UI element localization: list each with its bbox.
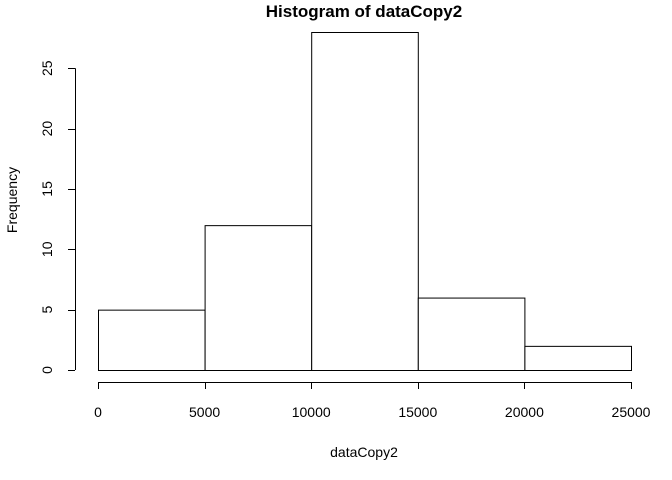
y-tick-label-4: 20 (39, 121, 55, 137)
histogram-bar-0 (98, 309, 206, 371)
histogram-bar-2 (311, 32, 419, 371)
histogram-bar-1 (204, 225, 313, 371)
x-tick-label-3: 15000 (398, 404, 437, 420)
y-axis-label: Frequency (4, 167, 20, 233)
y-tick-label-5: 25 (39, 60, 55, 76)
x-axis: 0 5000 10000 15000 20000 25000 (94, 382, 651, 420)
x-tick-label-1: 5000 (189, 404, 220, 420)
x-tick-label-5: 25000 (612, 404, 651, 420)
y-tick-label-1: 5 (39, 306, 55, 314)
x-tick-label-4: 20000 (505, 404, 544, 420)
y-tick-label-3: 15 (39, 181, 55, 197)
bars-group (98, 32, 633, 372)
x-axis-label: dataCopy2 (330, 444, 398, 460)
x-tick-label-0: 0 (94, 404, 102, 420)
y-tick-label-2: 10 (39, 241, 55, 257)
histogram-bar-3 (417, 297, 526, 372)
y-tick-label-0: 0 (39, 366, 55, 374)
histogram-bar-4 (524, 345, 633, 372)
y-axis: 0 5 10 15 20 25 (39, 60, 76, 374)
x-tick-label-2: 10000 (292, 404, 331, 420)
chart-title: Histogram of dataCopy2 (266, 2, 462, 21)
